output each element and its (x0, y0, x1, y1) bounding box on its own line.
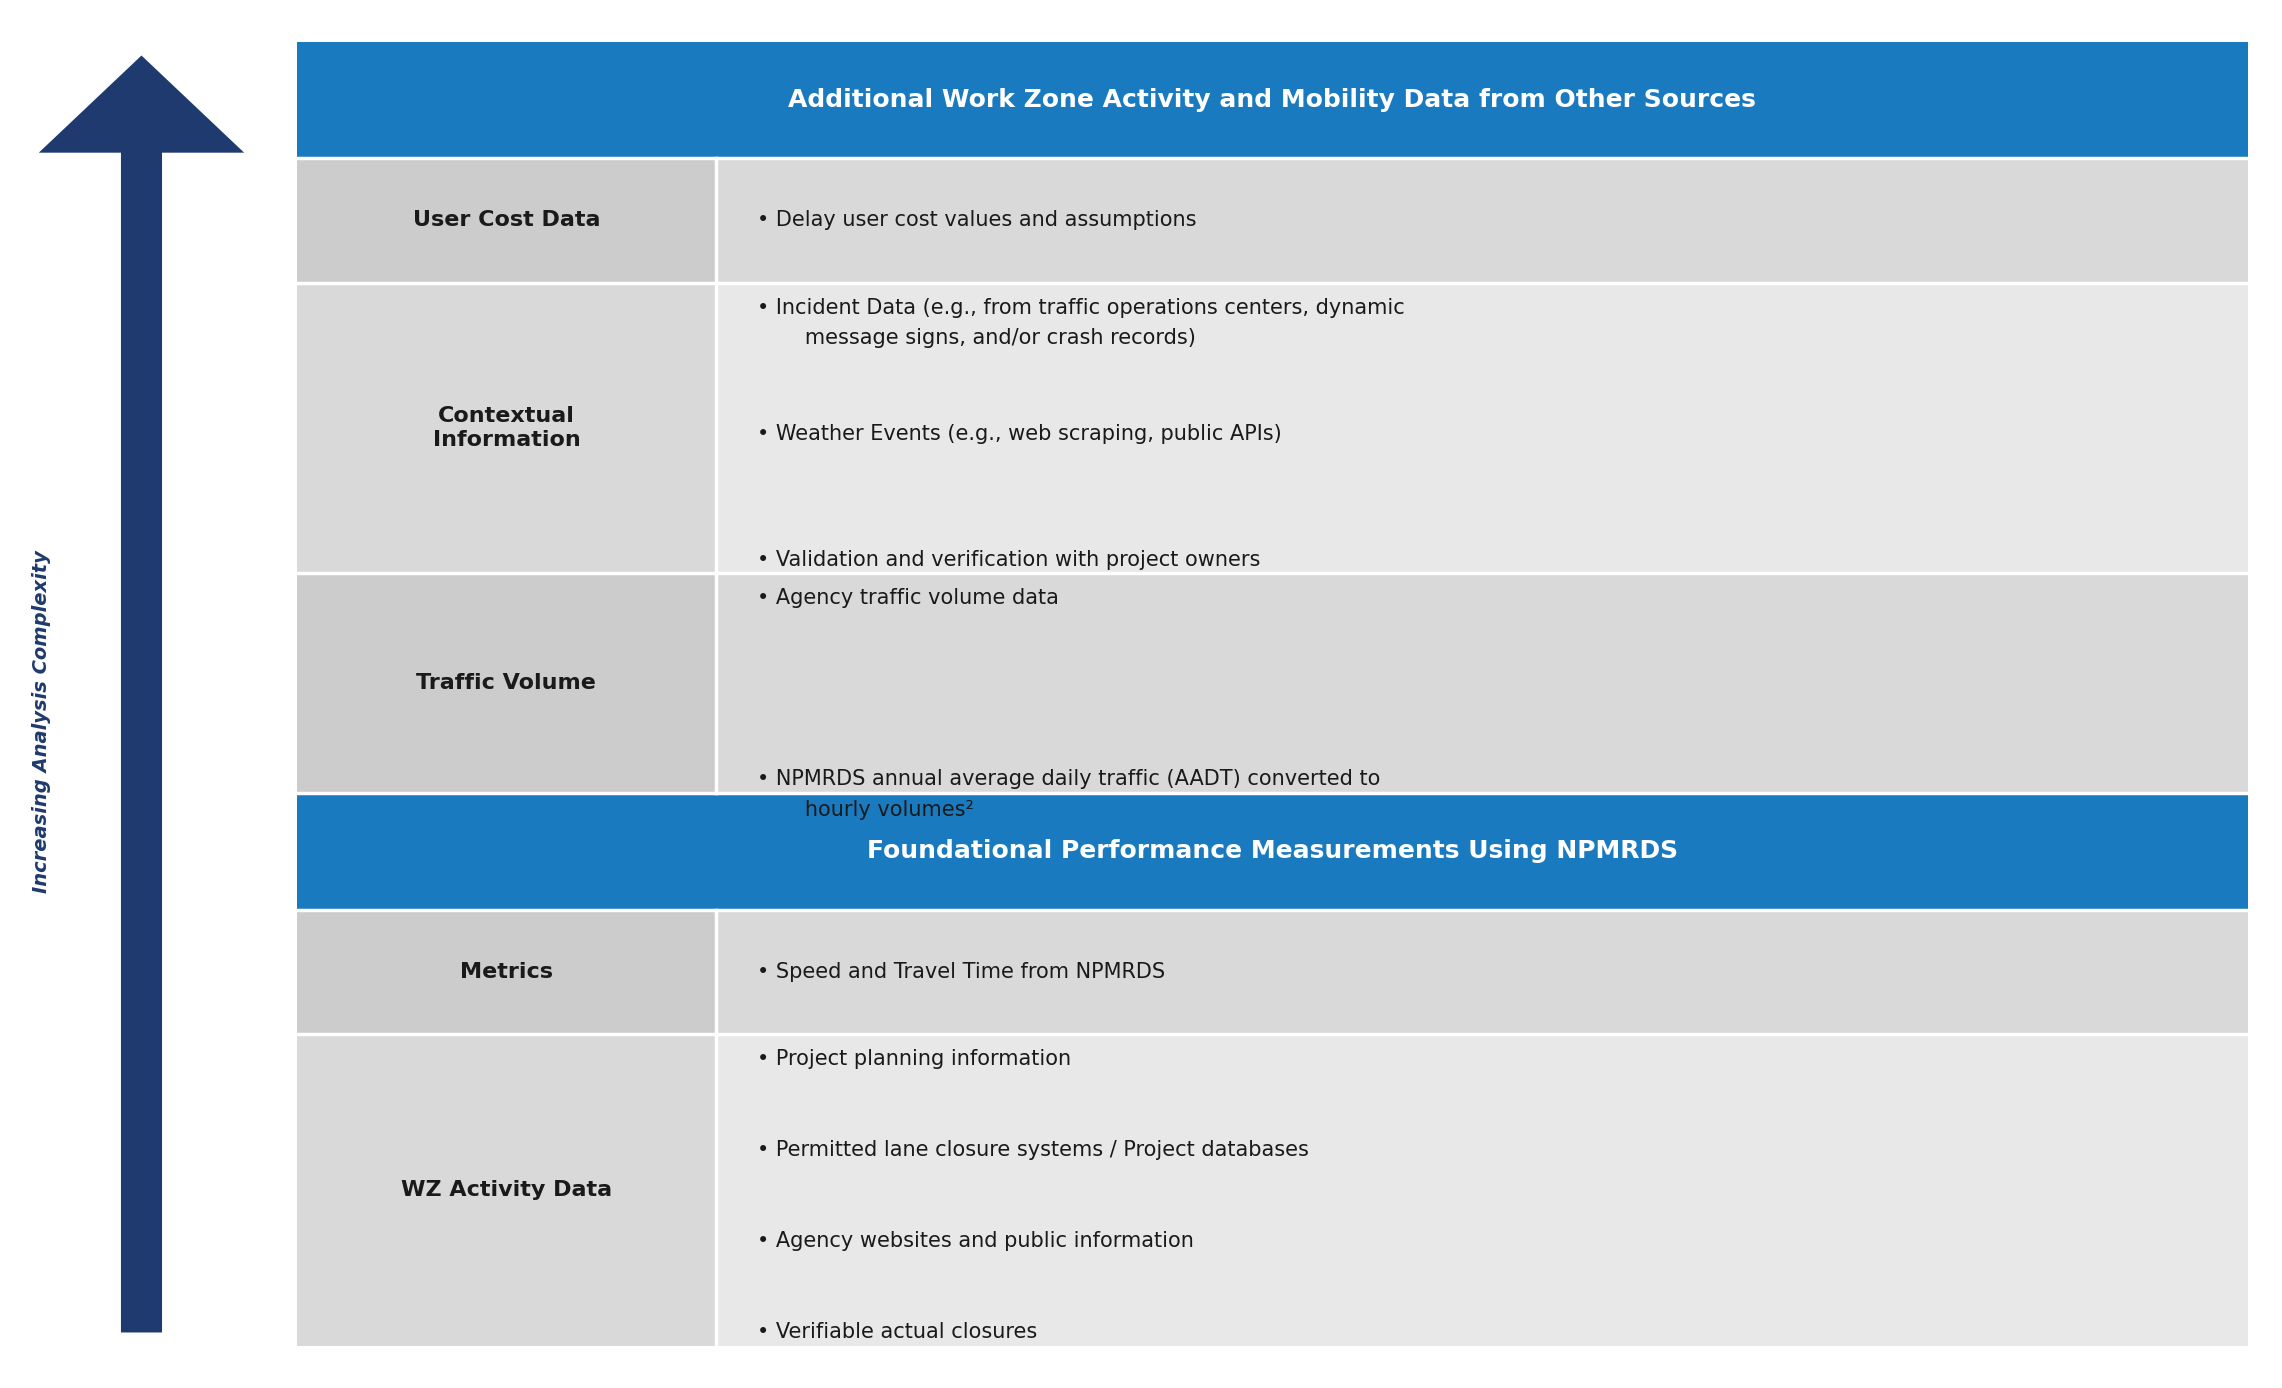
Bar (297, 158, 717, 283)
Text: message signs, and/or crash records): message signs, and/or crash records) (785, 328, 1196, 348)
Text: WZ Activity Data: WZ Activity Data (402, 1180, 612, 1201)
Bar (297, 794, 2248, 909)
Text: • Weather Events (e.g., web scraping, public APIs): • Weather Events (e.g., web scraping, pu… (758, 423, 1282, 444)
Text: • Project planning information: • Project planning information (758, 1049, 1070, 1069)
Text: • NPMRDS annual average daily traffic (AADT) converted to: • NPMRDS annual average daily traffic (A… (758, 769, 1381, 790)
Text: • Verifiable actual closures: • Verifiable actual closures (758, 1323, 1038, 1342)
Text: User Cost Data: User Cost Data (413, 211, 600, 230)
Bar (717, 283, 2248, 573)
Text: Traffic Volume: Traffic Volume (418, 673, 596, 694)
Bar (717, 909, 2248, 1034)
Polygon shape (39, 56, 244, 1332)
Bar (297, 573, 717, 794)
Bar (297, 283, 717, 573)
Text: • Agency websites and public information: • Agency websites and public information (758, 1231, 1193, 1252)
Bar (297, 1034, 717, 1346)
Text: Contextual
Information: Contextual Information (434, 407, 580, 450)
Text: • Permitted lane closure systems / Project databases: • Permitted lane closure systems / Proje… (758, 1141, 1310, 1160)
Bar (717, 158, 2248, 283)
Text: • Incident Data (e.g., from traffic operations centers, dynamic: • Incident Data (e.g., from traffic oper… (758, 297, 1406, 318)
Text: Increasing Analysis Complexity: Increasing Analysis Complexity (32, 550, 50, 894)
Text: Foundational Performance Measurements Using NPMRDS: Foundational Performance Measurements Us… (867, 840, 1677, 863)
Bar (297, 42, 2248, 158)
Bar (717, 1034, 2248, 1346)
Text: hourly volumes²: hourly volumes² (785, 799, 974, 820)
Bar (297, 909, 717, 1034)
Text: • Speed and Travel Time from NPMRDS: • Speed and Travel Time from NPMRDS (758, 962, 1166, 981)
Text: • Delay user cost values and assumptions: • Delay user cost values and assumptions (758, 211, 1196, 230)
Bar (717, 573, 2248, 794)
Text: Metrics: Metrics (461, 962, 552, 981)
Text: Additional Work Zone Activity and Mobility Data from Other Sources: Additional Work Zone Activity and Mobili… (787, 87, 1757, 112)
Text: • Validation and verification with project owners: • Validation and verification with proje… (758, 550, 1260, 569)
Text: • Agency traffic volume data: • Agency traffic volume data (758, 589, 1059, 608)
